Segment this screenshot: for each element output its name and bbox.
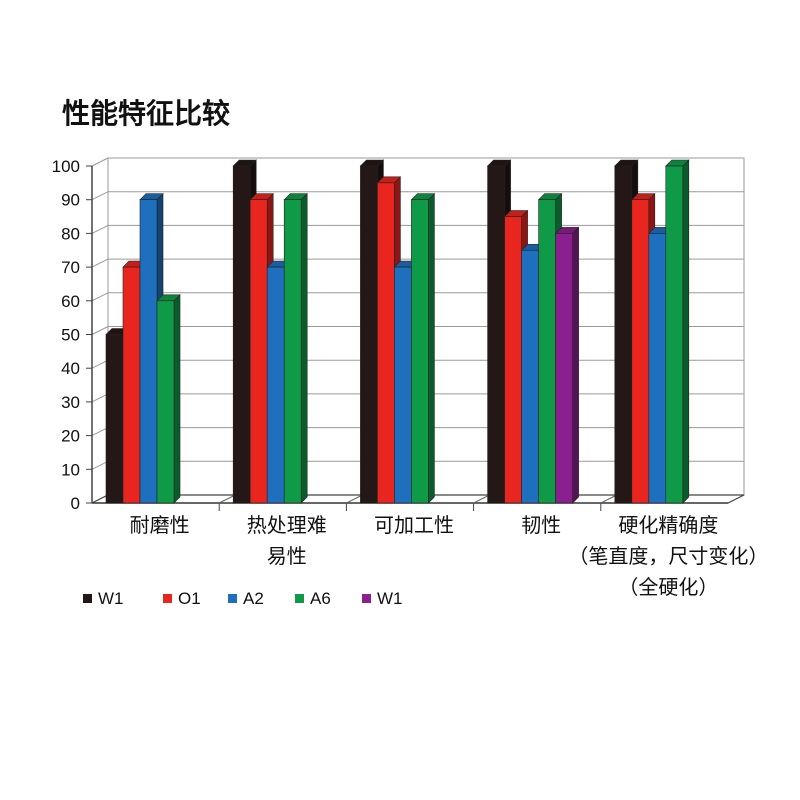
category-divider [346, 494, 363, 504]
bar-side-a6 [300, 192, 308, 504]
bar-o1 [377, 182, 395, 504]
bar-side-a6 [173, 294, 181, 504]
bar-a2 [521, 249, 539, 504]
y-tick-label: 100 [52, 157, 80, 176]
y-tick-label: 60 [61, 292, 80, 311]
category-divider [218, 494, 236, 504]
gridline-side [91, 326, 109, 335]
category-label: 易性 [267, 544, 307, 568]
gridline-side [91, 191, 109, 201]
legend-swatch-o1 [163, 594, 172, 603]
bar-a6 [665, 165, 684, 504]
legend-swatch-w1 [83, 594, 92, 603]
bar-a6 [283, 199, 302, 504]
bar-w1 [360, 165, 378, 504]
bar-w1 [555, 233, 573, 504]
category-label: （全硬化） [618, 575, 718, 599]
bar-o1 [122, 266, 141, 504]
category-label: 热处理难 [247, 513, 327, 537]
category-divider [600, 494, 618, 504]
legend-swatch-a6 [295, 594, 304, 603]
bar-side-a6 [428, 192, 435, 504]
gridline-side [91, 359, 109, 369]
gridline-side [91, 224, 109, 234]
legend-label: W1 [377, 589, 403, 608]
y-tick-label: 90 [61, 191, 80, 210]
bar-w1 [614, 165, 633, 504]
bar-o1 [504, 216, 522, 504]
legend-swatch-a2 [228, 594, 237, 603]
gridline-side [91, 393, 109, 403]
gridline-side [91, 460, 109, 470]
gridline-side [91, 292, 109, 302]
legend-label: A2 [243, 589, 264, 608]
y-tick-label: 10 [61, 460, 80, 479]
bar-a2 [139, 199, 158, 504]
legend-label: O1 [178, 589, 201, 608]
y-tick-label: 50 [61, 326, 80, 345]
bar-a2 [266, 266, 285, 504]
gridline-side [91, 427, 109, 437]
y-tick-label: 70 [61, 258, 80, 277]
bar-o1 [249, 199, 268, 504]
y-tick-label: 0 [71, 494, 80, 513]
gridline-side [91, 258, 109, 268]
gridline-side [91, 157, 109, 167]
y-tick-label: 30 [61, 393, 80, 412]
category-divider [473, 494, 490, 504]
bar-a6 [156, 300, 175, 504]
bar-a6 [411, 199, 429, 504]
bar-w1 [487, 165, 505, 504]
bar-o1 [631, 199, 650, 504]
bar-a2 [648, 233, 667, 504]
legend-label: A6 [310, 589, 331, 608]
bar-side-a6 [682, 159, 690, 504]
legend-swatch-w1 [362, 594, 371, 603]
bar-side-w1 [572, 226, 579, 504]
y-tick-label: 40 [61, 359, 80, 378]
bar-w1 [105, 334, 124, 504]
category-label: （笔直度，尺寸变化） [568, 544, 768, 568]
category-label: 可加工性 [374, 513, 454, 537]
category-label: 耐磨性 [130, 513, 190, 537]
y-tick-label: 80 [61, 224, 80, 243]
bar-a2 [394, 266, 412, 504]
category-label: 韧性 [521, 513, 561, 537]
category-label: 硬化精确度 [618, 513, 718, 537]
bar-w1 [232, 165, 251, 504]
chart-title: 性能特征比较 [62, 97, 231, 130]
legend-label: W1 [98, 589, 124, 608]
y-tick-label: 20 [61, 427, 80, 446]
bar-a6 [538, 199, 556, 504]
